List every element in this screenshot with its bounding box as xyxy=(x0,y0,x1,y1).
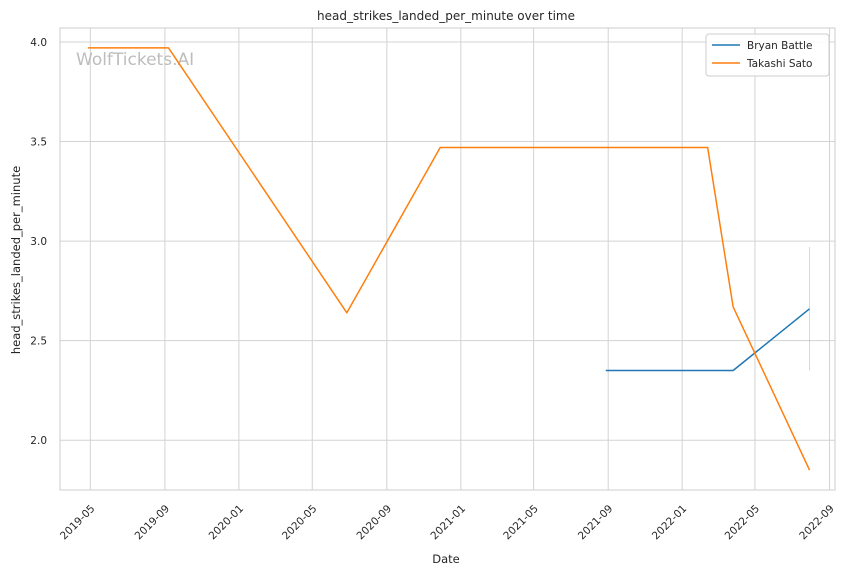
x-tick-label: 2020-01 xyxy=(207,503,247,543)
x-axis-ticks: 2019-05 2019-09 2020-01 2020-05 2020-09 2021-… xyxy=(58,503,837,543)
series-line-takashi-sato xyxy=(87,47,811,471)
x-tick-label: 2022-09 xyxy=(797,503,837,543)
series-layer xyxy=(87,47,811,471)
x-tick-label: 2022-01 xyxy=(650,503,690,543)
series-line-bryan-battle xyxy=(605,308,811,372)
x-tick-label: 2020-09 xyxy=(355,503,395,543)
grid xyxy=(60,28,835,490)
x-tick-label: 2021-09 xyxy=(576,503,616,543)
legend-entry: Takashi Sato xyxy=(746,58,812,70)
plot-frame xyxy=(59,27,836,491)
y-tick-label: 4.0 xyxy=(30,37,47,49)
x-tick-label: 2020-05 xyxy=(280,503,320,543)
chart-title: head_strikes_landed_per_minute over time xyxy=(317,9,575,23)
legend-entry: Bryan Battle xyxy=(747,40,812,52)
y-axis-label: head_strikes_landed_per_minute xyxy=(9,166,23,354)
y-tick-label: 3.0 xyxy=(30,236,47,248)
watermark: WolfTickets.AI xyxy=(76,50,194,70)
x-tick-label: 2022-05 xyxy=(723,503,763,543)
y-tick-label: 2.0 xyxy=(30,435,47,447)
y-tick-label: 3.5 xyxy=(30,137,47,149)
x-axis-label: Date xyxy=(432,552,460,566)
x-tick-label: 2021-05 xyxy=(501,503,541,543)
x-tick-label: 2021-01 xyxy=(429,503,469,543)
legend: Bryan Battle Takashi Sato xyxy=(705,33,830,77)
x-tick-label: 2019-05 xyxy=(58,503,98,543)
x-tick-label: 2019-09 xyxy=(133,503,173,543)
y-axis-ticks: 2.0 2.5 3.0 3.5 4.0 xyxy=(30,37,47,447)
y-tick-label: 2.5 xyxy=(30,336,47,348)
